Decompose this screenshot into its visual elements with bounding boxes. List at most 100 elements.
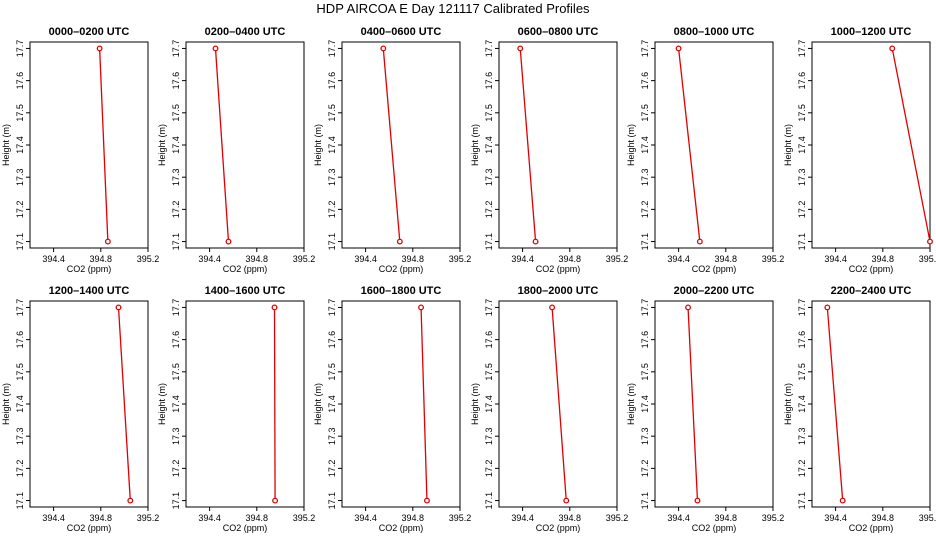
- data-point: [675, 45, 682, 52]
- y-tick-label: 17.7: [171, 299, 181, 317]
- x-axis-label: CO2 (ppm): [849, 523, 894, 533]
- y-tick-label: 17.6: [484, 72, 494, 90]
- data-point: [517, 45, 524, 52]
- panels-grid: 0000–0200 UTC 394.4 394.8 395.2 17.1 17.2 17.3…: [1, 26, 936, 533]
- y-tick-label: 17.6: [327, 331, 337, 349]
- chart-panel: 0200–0400 UTC 394.4 394.8 395.2 17.1 17.2 17.3…: [157, 26, 315, 274]
- y-tick-label: 17.5: [171, 363, 181, 381]
- plot-frame: [29, 300, 149, 508]
- y-tick-label: 17.7: [171, 40, 181, 58]
- chart-panel: 2000–2200 UTC 394.4 394.8 395.2 17.1 17.2 17.3…: [626, 285, 784, 533]
- y-tick-label: 17.4: [484, 395, 494, 413]
- chart-panel: 1400–1600 UTC 394.4 394.8 395.2 17.1 17.2 17.3…: [157, 285, 315, 533]
- y-tick-label: 17.3: [171, 427, 181, 445]
- x-tick-label: 394.8: [402, 513, 425, 523]
- panel-title: 2200–2400 UTC: [831, 285, 912, 297]
- data-point: [694, 497, 701, 504]
- y-tick-label: 17.2: [640, 201, 650, 219]
- x-tick-label: 394.4: [824, 513, 847, 523]
- y-axis-label: Height (m): [1, 124, 11, 166]
- y-tick-label: 17.2: [171, 201, 181, 219]
- y-tick-label: 17.3: [15, 427, 25, 445]
- figure-title: HDP AIRCOA E Day 121117 Calibrated Profi…: [316, 1, 590, 16]
- y-tick-label: 17.1: [640, 492, 650, 510]
- profile-line: [117, 307, 131, 501]
- y-tick-label: 17.7: [15, 299, 25, 317]
- y-tick-label: 17.3: [15, 168, 25, 186]
- plot-frame: [811, 41, 931, 249]
- panel-title: 1000–1200 UTC: [831, 26, 912, 38]
- x-tick-label: 395.2: [449, 254, 472, 264]
- y-tick-label: 17.1: [327, 233, 337, 251]
- data-point: [889, 45, 896, 52]
- plot-frame: [185, 41, 305, 249]
- x-tick-label: 395.2: [762, 254, 785, 264]
- y-tick-label: 17.2: [484, 201, 494, 219]
- x-tick-label: 394.4: [667, 254, 690, 264]
- x-tick-label: 395.2: [606, 254, 629, 264]
- y-tick-label: 17.5: [171, 104, 181, 122]
- panel-title: 1200–1400 UTC: [49, 285, 130, 297]
- x-tick-label: 394.4: [354, 513, 377, 523]
- y-tick-label: 17.7: [640, 40, 650, 58]
- y-tick-label: 17.3: [797, 168, 807, 186]
- x-axis-label: CO2 (ppm): [379, 264, 424, 274]
- x-axis-label: CO2 (ppm): [223, 264, 268, 274]
- chart-panel: 1600–1800 UTC 394.4 394.8 395.2 17.1 17.2 17.3…: [313, 285, 471, 533]
- y-axis-label: Height (m): [313, 383, 323, 425]
- plot-frame: [341, 41, 461, 249]
- x-axis-label: CO2 (ppm): [67, 523, 112, 533]
- x-tick-label: 394.8: [90, 513, 113, 523]
- y-tick-label: 17.4: [15, 136, 25, 154]
- profile-line: [551, 307, 567, 501]
- profile-line: [420, 307, 428, 501]
- panel-title: 0800–1000 UTC: [674, 26, 755, 38]
- x-tick-label: 394.4: [42, 513, 65, 523]
- chart-panel: 0600–0800 UTC 394.4 394.8 395.2 17.1 17.2 17.3…: [470, 26, 628, 274]
- profile-line: [519, 48, 537, 242]
- profile-line: [382, 48, 401, 242]
- x-axis-label: CO2 (ppm): [379, 523, 424, 533]
- x-tick-label: 394.8: [246, 254, 269, 264]
- y-axis-label: Height (m): [626, 383, 636, 425]
- plot-frame: [654, 41, 774, 249]
- y-tick-label: 17.2: [327, 201, 337, 219]
- x-tick-label: 394.8: [715, 513, 738, 523]
- chart-panel: 1200–1400 UTC 394.4 394.8 395.2 17.1 17.2 17.3…: [1, 285, 159, 533]
- x-tick-label: 394.8: [559, 254, 582, 264]
- y-tick-label: 17.6: [15, 72, 25, 90]
- y-tick-label: 17.2: [797, 201, 807, 219]
- y-tick-label: 17.5: [327, 363, 337, 381]
- y-tick-label: 17.7: [797, 299, 807, 317]
- y-tick-label: 17.1: [15, 492, 25, 510]
- data-point: [532, 238, 539, 245]
- y-tick-label: 17.1: [797, 233, 807, 251]
- y-tick-label: 17.6: [797, 72, 807, 90]
- plot-frame: [341, 300, 461, 508]
- profile-line: [891, 48, 931, 242]
- data-point: [271, 304, 278, 311]
- y-tick-label: 17.6: [640, 72, 650, 90]
- y-tick-label: 17.6: [15, 331, 25, 349]
- chart-panel: 0000–0200 UTC 394.4 394.8 395.2 17.1 17.2 17.3…: [1, 26, 159, 274]
- panel-title: 1400–1600 UTC: [205, 285, 286, 297]
- y-tick-label: 17.1: [327, 492, 337, 510]
- x-tick-label: 394.4: [511, 254, 534, 264]
- x-tick-label: 394.8: [872, 254, 895, 264]
- data-point: [839, 497, 846, 504]
- y-tick-label: 17.5: [484, 363, 494, 381]
- y-tick-label: 17.3: [484, 168, 494, 186]
- y-tick-label: 17.4: [171, 136, 181, 154]
- x-tick-label: 395.2: [919, 513, 936, 523]
- x-tick-label: 395.2: [293, 513, 316, 523]
- y-tick-label: 17.6: [640, 331, 650, 349]
- y-tick-label: 17.6: [171, 331, 181, 349]
- y-tick-label: 17.2: [797, 460, 807, 478]
- data-point: [96, 45, 103, 52]
- data-point: [424, 497, 430, 504]
- data-point: [115, 304, 122, 311]
- x-axis-label: CO2 (ppm): [692, 264, 737, 274]
- x-axis-label: CO2 (ppm): [223, 523, 268, 533]
- y-tick-label: 17.3: [640, 427, 650, 445]
- x-axis-label: CO2 (ppm): [536, 523, 581, 533]
